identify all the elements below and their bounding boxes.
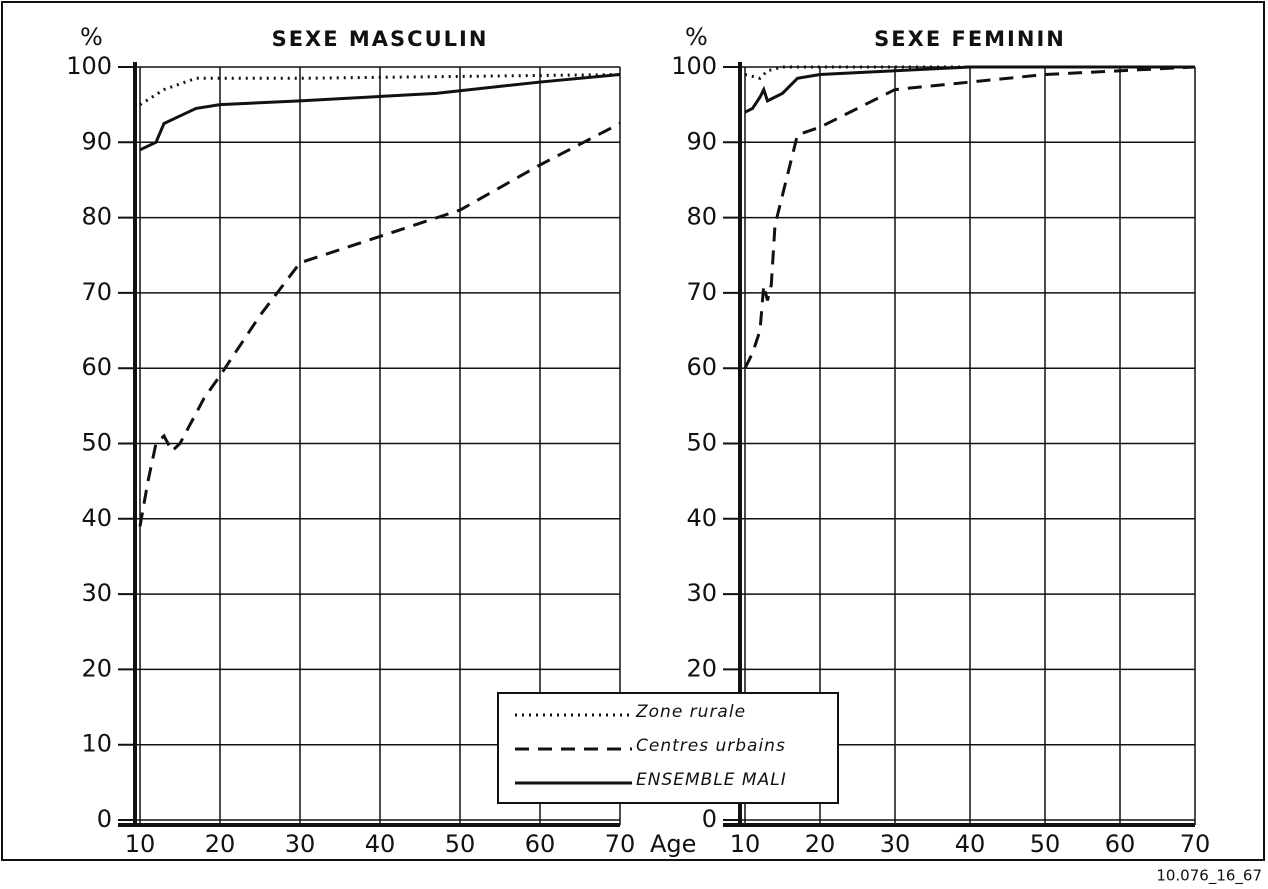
series-line [743, 65, 1196, 369]
x-tick-label: 30 [285, 830, 316, 858]
x-tick-label: 10 [125, 830, 156, 858]
y-tick-label: 60 [81, 353, 112, 381]
frame [1, 1, 1265, 861]
y-axis-label: % [685, 23, 708, 51]
x-tick-label: 20 [805, 830, 836, 858]
x-tick-label: 60 [1105, 830, 1136, 858]
chart-title: SEXE MASCULIN [272, 27, 489, 51]
y-tick-label: 70 [686, 278, 717, 306]
y-tick-label: 60 [686, 353, 717, 381]
series-line [138, 122, 621, 527]
y-tick-label: 50 [81, 429, 112, 457]
x-tick-label: 30 [880, 830, 911, 858]
series-line [744, 65, 1195, 114]
x-tick-label: 60 [525, 830, 556, 858]
x-tick-label: 70 [605, 830, 636, 858]
note: 10.076_16_67 [1156, 867, 1262, 886]
y-tick-label: 50 [686, 429, 717, 457]
x-tick-label: 50 [1030, 830, 1061, 858]
x-tick-label: 20 [205, 830, 236, 858]
y-tick-label: 10 [81, 730, 112, 758]
y-tick-label: 0 [97, 805, 112, 833]
x-tick-label: 40 [365, 830, 396, 858]
y-tick-label: 0 [702, 805, 717, 833]
y-tick-label: 40 [81, 504, 112, 532]
x-tick-label: 40 [955, 830, 986, 858]
y-tick-label: 90 [81, 127, 112, 155]
y-tick-label: 100 [66, 52, 112, 80]
legend-label: ENSEMBLE MALI [636, 770, 787, 790]
y-tick-label: 40 [686, 504, 717, 532]
x-axis-label: Age [650, 830, 696, 858]
series-line [139, 73, 621, 152]
x-tick-label: 10 [730, 830, 761, 858]
y-tick-label: 30 [686, 579, 717, 607]
chart-title: SEXE FEMININ [874, 27, 1066, 51]
y-tick-label: 20 [81, 654, 112, 682]
y-tick-label: 20 [686, 654, 717, 682]
y-tick-label: 70 [81, 278, 112, 306]
x-tick-label: 50 [445, 830, 476, 858]
y-tick-label: 30 [81, 579, 112, 607]
x-tick-label: 70 [1180, 830, 1211, 858]
legend-label: Centres urbains [636, 736, 786, 756]
legend-label: Zone rurale [635, 702, 746, 722]
y-tick-label: 80 [81, 203, 112, 231]
y-tick-label: 100 [671, 52, 717, 80]
y-tick-label: 80 [686, 203, 717, 231]
legend [497, 692, 839, 804]
y-tick-label: 90 [686, 127, 717, 155]
y-axis-label: % [80, 23, 103, 51]
